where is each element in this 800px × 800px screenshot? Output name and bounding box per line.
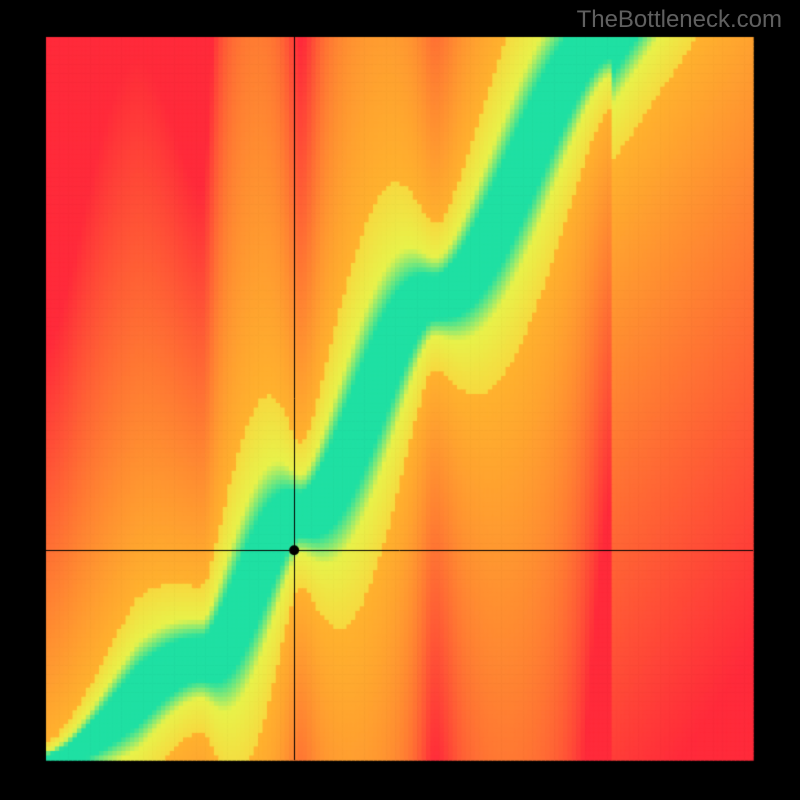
bottleneck-heatmap-canvas (0, 0, 800, 800)
watermark-label: TheBottleneck.com (577, 6, 782, 34)
chart-container: TheBottleneck.com (0, 0, 800, 800)
